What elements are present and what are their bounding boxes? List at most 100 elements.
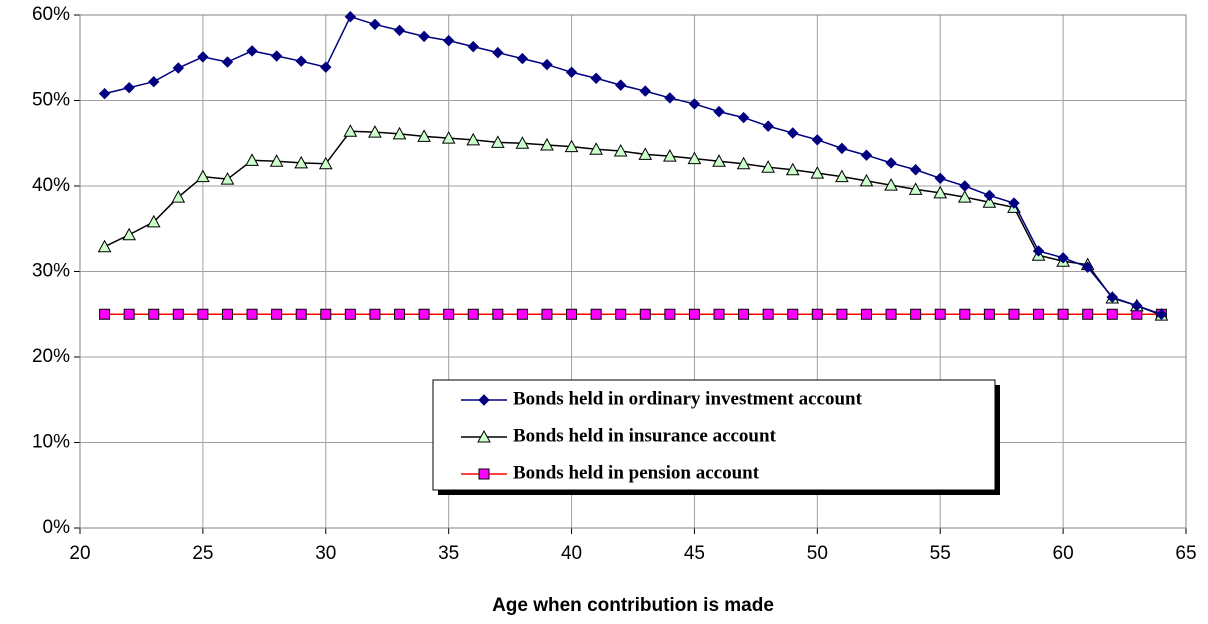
x-tick-label: 60 [1053, 543, 1074, 564]
marker [344, 11, 357, 23]
marker [369, 308, 381, 320]
marker [934, 172, 946, 185]
marker [860, 149, 873, 161]
marker [688, 98, 701, 110]
marker [123, 308, 135, 320]
marker [1008, 197, 1020, 209]
marker [245, 153, 259, 166]
marker [246, 308, 258, 320]
series-line [104, 130, 1162, 316]
y-tick-label: 10% [32, 432, 70, 453]
marker [443, 308, 455, 320]
marker [492, 308, 504, 320]
marker [171, 190, 186, 203]
marker [639, 308, 651, 320]
marker [885, 308, 897, 320]
marker [343, 124, 358, 137]
marker [1106, 308, 1118, 320]
marker [417, 129, 431, 142]
marker [983, 189, 996, 202]
marker [369, 18, 381, 31]
x-tick-label: 30 [315, 543, 336, 564]
y-tick-label: 0% [43, 517, 71, 538]
marker [172, 308, 184, 320]
marker [738, 308, 750, 320]
marker [393, 24, 406, 37]
marker [394, 308, 406, 320]
marker [639, 85, 651, 97]
marker [762, 308, 774, 320]
marker [478, 394, 490, 406]
marker [811, 134, 824, 146]
x-tick-label: 20 [69, 543, 90, 564]
y-tick-label: 40% [32, 175, 70, 196]
marker [688, 308, 700, 320]
marker [467, 40, 479, 53]
marker [787, 308, 799, 320]
marker [810, 166, 825, 179]
y-tick-label: 60% [32, 4, 70, 25]
marker [442, 34, 455, 47]
marker [295, 55, 307, 67]
marker [98, 87, 111, 100]
marker [1131, 299, 1143, 312]
y-tick-label: 30% [32, 261, 70, 282]
marker [246, 45, 258, 57]
marker [1082, 308, 1094, 320]
marker [295, 308, 307, 320]
marker [418, 30, 430, 43]
marker [959, 180, 971, 192]
marker [368, 125, 382, 138]
x-tick-label: 40 [561, 543, 582, 564]
marker [589, 142, 603, 155]
marker [197, 51, 209, 63]
marker [737, 111, 750, 124]
marker [638, 147, 653, 160]
marker [1057, 252, 1069, 264]
marker [910, 308, 922, 320]
marker [99, 308, 111, 320]
marker [787, 127, 799, 139]
marker [515, 136, 530, 149]
marker [590, 72, 602, 84]
marker [318, 156, 333, 170]
legend-box [432, 379, 996, 491]
marker [713, 308, 725, 320]
marker [541, 308, 553, 320]
marker [196, 169, 210, 183]
marker [590, 308, 602, 320]
marker [712, 154, 726, 167]
marker [294, 155, 309, 169]
marker [762, 120, 774, 132]
legend: Bonds held in ordinary investment accoun… [432, 379, 1000, 495]
marker [885, 157, 897, 169]
marker [983, 308, 995, 320]
marker [197, 308, 209, 320]
marker [687, 151, 702, 165]
marker [811, 308, 823, 320]
marker [320, 308, 332, 320]
marker [859, 173, 874, 187]
marker [615, 308, 627, 320]
marker [122, 227, 136, 241]
marker [884, 178, 898, 191]
marker [320, 61, 332, 73]
marker [146, 214, 161, 228]
x-axis-title: Age when contribution is made [492, 595, 774, 616]
marker [959, 308, 971, 320]
marker [540, 137, 554, 151]
marker [835, 169, 849, 183]
marker [933, 185, 948, 199]
marker [477, 429, 491, 443]
marker [466, 132, 481, 146]
marker [541, 58, 553, 71]
y-tick-label: 50% [32, 90, 70, 111]
marker [1081, 261, 1094, 273]
marker [418, 308, 430, 320]
marker [492, 46, 504, 59]
marker [1057, 308, 1069, 320]
marker [761, 160, 776, 173]
marker [565, 66, 578, 78]
marker [1033, 308, 1045, 320]
